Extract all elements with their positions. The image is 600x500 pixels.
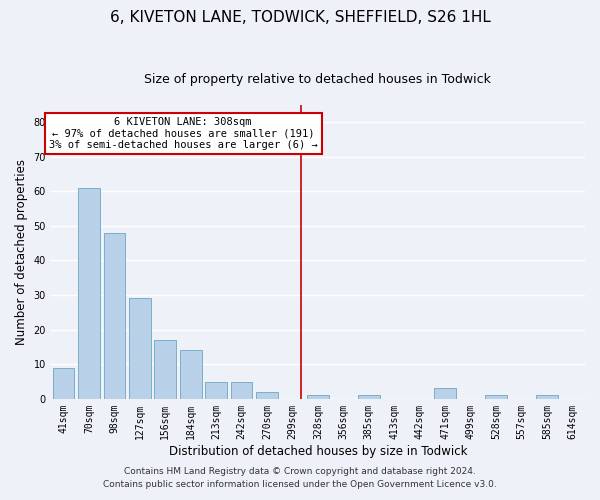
Bar [53, 368, 74, 399]
Bar [536, 396, 557, 399]
Bar [205, 382, 227, 399]
Title: Size of property relative to detached houses in Todwick: Size of property relative to detached ho… [145, 72, 491, 86]
Bar [485, 396, 507, 399]
Bar [307, 396, 329, 399]
Bar [180, 350, 202, 399]
Text: 6, KIVETON LANE, TODWICK, SHEFFIELD, S26 1HL: 6, KIVETON LANE, TODWICK, SHEFFIELD, S26… [110, 10, 490, 25]
Text: Contains HM Land Registry data © Crown copyright and database right 2024.
Contai: Contains HM Land Registry data © Crown c… [103, 468, 497, 489]
Bar [231, 382, 253, 399]
Y-axis label: Number of detached properties: Number of detached properties [15, 159, 28, 345]
X-axis label: Distribution of detached houses by size in Todwick: Distribution of detached houses by size … [169, 444, 467, 458]
Bar [256, 392, 278, 399]
Bar [129, 298, 151, 399]
Bar [104, 232, 125, 399]
Bar [154, 340, 176, 399]
Bar [434, 388, 456, 399]
Bar [358, 396, 380, 399]
Text: 6 KIVETON LANE: 308sqm
← 97% of detached houses are smaller (191)
3% of semi-det: 6 KIVETON LANE: 308sqm ← 97% of detached… [49, 117, 317, 150]
Bar [78, 188, 100, 399]
